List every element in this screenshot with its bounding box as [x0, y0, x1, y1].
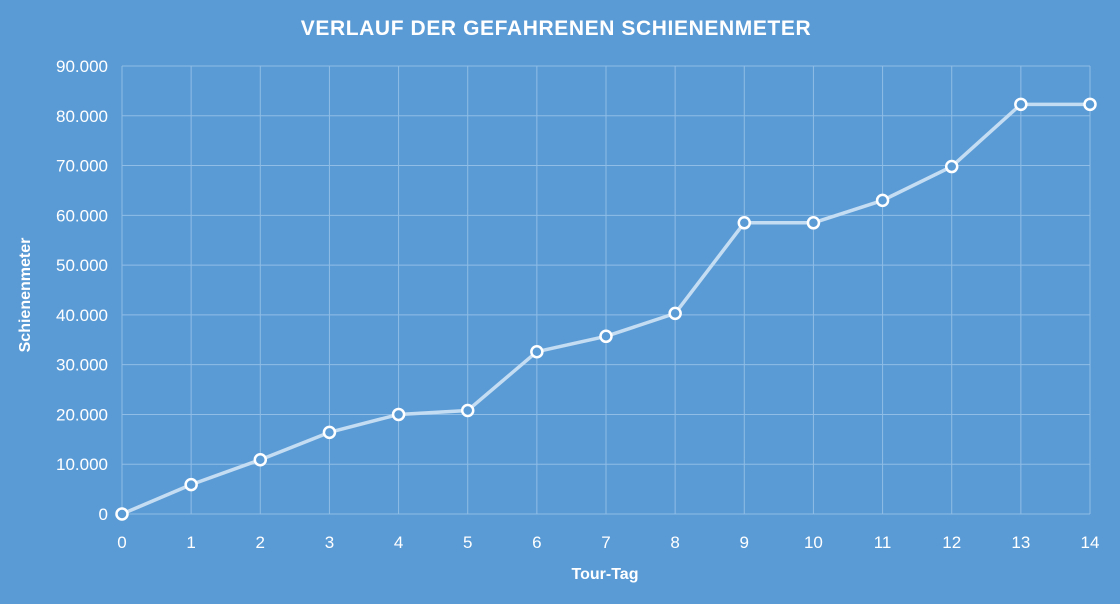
x-tick-label: 6	[532, 533, 541, 552]
chart-title: VERLAUF DER GEFAHRENEN SCHIENENMETER	[301, 17, 811, 40]
data-point	[875, 193, 890, 208]
y-tick-label: 30.000	[56, 356, 108, 375]
y-axis-label: Schienenmeter	[17, 238, 34, 353]
data-point	[806, 216, 821, 230]
y-tick-label: 60.000	[56, 206, 108, 225]
x-axis-ticks: 0 1 2 3 4 5 6 7 8 9 10 11 12 13 14	[117, 533, 1099, 552]
gridlines	[121, 65, 1091, 515]
y-axis-ticks: 0 10.000 20.000 30.000 40.000 50.000 60.000 70.…	[56, 57, 108, 524]
x-tick-label: 4	[394, 533, 403, 552]
x-tick-label: 1	[186, 533, 195, 552]
data-point	[253, 452, 268, 467]
data-point	[530, 344, 544, 359]
data-point	[1083, 97, 1097, 112]
x-tick-label: 0	[117, 533, 126, 552]
y-tick-label: 20.000	[56, 405, 108, 424]
data-point	[1014, 97, 1028, 112]
y-tick-label: 80.000	[56, 107, 108, 126]
data-point	[184, 477, 198, 492]
data-point	[460, 403, 475, 418]
data-point	[115, 507, 129, 521]
x-tick-label: 13	[1011, 533, 1030, 552]
data-point	[668, 306, 682, 321]
x-tick-label: 7	[601, 533, 610, 552]
y-tick-label: 40.000	[56, 306, 108, 325]
x-tick-label: 14	[1081, 533, 1100, 552]
data-point	[944, 159, 959, 174]
x-tick-label: 9	[740, 533, 749, 552]
data-point	[322, 425, 337, 440]
x-tick-label: 2	[256, 533, 265, 552]
x-tick-label: 12	[942, 533, 961, 552]
y-tick-label: 70.000	[56, 157, 108, 176]
x-tick-label: 3	[325, 533, 334, 552]
x-tick-label: 5	[463, 533, 472, 552]
y-tick-label: 0	[99, 505, 108, 524]
data-point	[599, 329, 613, 344]
y-tick-label: 90.000	[56, 57, 108, 76]
data-points	[115, 97, 1097, 521]
x-tick-label: 8	[670, 533, 679, 552]
y-tick-label: 10.000	[56, 455, 108, 474]
x-axis-label: Tour-Tag	[572, 566, 639, 583]
x-tick-label: 10	[804, 533, 823, 552]
data-point	[391, 407, 406, 422]
data-point	[737, 216, 752, 230]
x-tick-label: 11	[874, 533, 892, 552]
y-tick-label: 50.000	[56, 256, 108, 275]
